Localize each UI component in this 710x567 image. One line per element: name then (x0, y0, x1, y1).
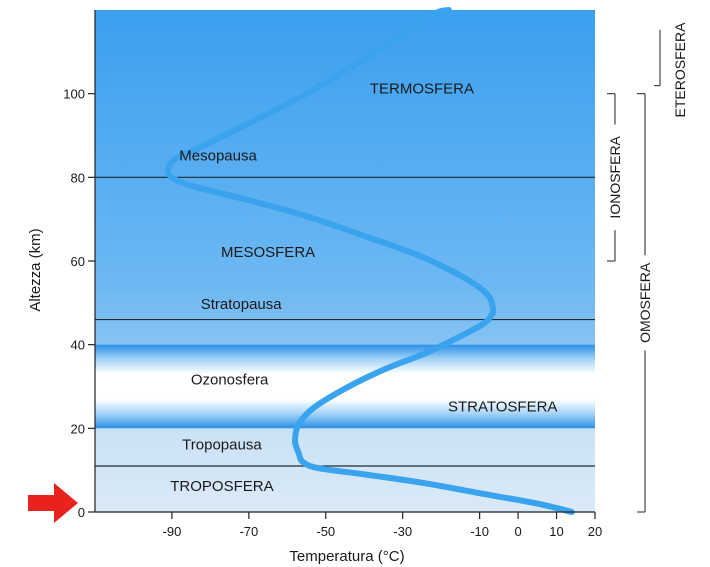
side-scale-label: IONOSFERA (607, 135, 623, 218)
annotation-0: TERMOSFERA (370, 81, 474, 98)
annotation-5: STRATOSFERA (448, 399, 557, 416)
y-tick-label-0: 0 (78, 505, 85, 520)
side-scale-2: OMOSFERA (637, 93, 653, 513)
side-scale-1: IONOSFERA (607, 93, 623, 262)
side-scales: ETEROSFERA IONOSFERA OMOSFERA (607, 22, 688, 513)
x-tick-label-2: -50 (316, 524, 335, 539)
x-tick-label-0: -90 (163, 524, 182, 539)
plot-background (95, 10, 595, 512)
side-scale-label: OMOSFERA (637, 262, 653, 343)
y-tick-label-4: 80 (71, 170, 85, 185)
side-scale-label: ETEROSFERA (672, 22, 688, 118)
annotation-2: MESOSFERA (221, 244, 315, 261)
layer-annotations: TERMOSFERA Mesopausa MESOSFERA Stratopausa O… (170, 81, 557, 495)
y-tick-label-2: 40 (71, 338, 85, 353)
annotation-4: Ozonosfera (191, 371, 269, 388)
y-tick-label-3: 60 (71, 254, 85, 269)
annotation-7: TROPOSFERA (170, 478, 273, 495)
pointer-arrow-icon (28, 483, 78, 523)
x-tick-label-6: 10 (549, 524, 563, 539)
layer-boundaries (95, 176, 595, 467)
x-tick-label-4: -10 (470, 524, 489, 539)
x-tick-label-5: 0 (514, 524, 521, 539)
side-scale-0: ETEROSFERA (654, 22, 688, 118)
axes: 0 20 40 60 80 100 -90 -70 -50 -30 -10 0 10 20 (63, 10, 602, 539)
temperature-curve (164, 7, 575, 515)
y-tick-label-5: 100 (63, 87, 85, 102)
y-tick-label-1: 20 (71, 421, 85, 436)
x-tick-label-3: -30 (393, 524, 412, 539)
annotation-6: Tropopausa (182, 436, 262, 453)
x-tick-label-1: -70 (239, 524, 258, 539)
y-axis-label: Altezza (km) (27, 228, 44, 311)
annotation-3: Stratopausa (201, 296, 283, 313)
x-tick-label-7: 20 (588, 524, 602, 539)
temperature-line (164, 7, 575, 515)
x-axis-label: Temperatura (°C) (289, 548, 404, 565)
annotation-1: Mesopausa (179, 148, 257, 165)
